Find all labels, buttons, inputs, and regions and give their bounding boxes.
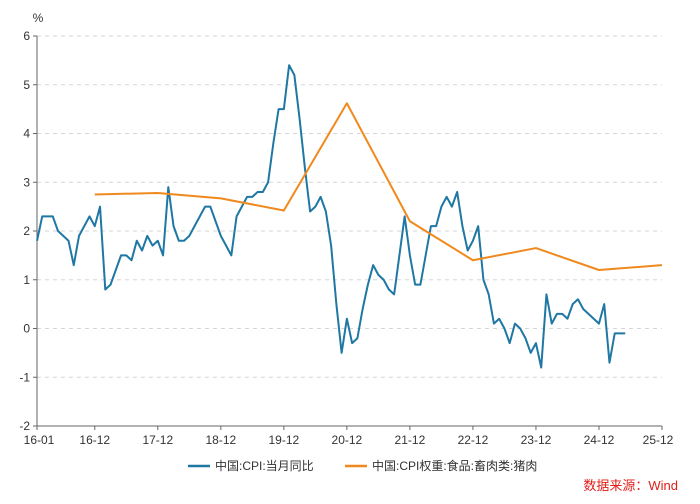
series-lines xyxy=(36,64,663,369)
x-tick-label: 21-12 xyxy=(395,433,426,447)
y-tick-label: 2 xyxy=(23,224,30,238)
legend-label: 中国:CPI:当月同比 xyxy=(215,458,314,473)
x-tick-label: 19-12 xyxy=(268,433,299,447)
y-axis-ticks: -2 -1 0 1 2 3 4 5 6 xyxy=(19,29,37,433)
series-line-1 xyxy=(36,64,626,369)
y-tick-label: 1 xyxy=(23,273,30,287)
x-tick-label: 18-12 xyxy=(205,433,236,447)
x-tick-label: 25-12 xyxy=(643,433,674,447)
x-tick-label: 16-01 xyxy=(24,433,55,447)
x-tick-label: 17-12 xyxy=(142,433,173,447)
y-tick-label: -2 xyxy=(19,419,30,433)
x-tick-label: 23-12 xyxy=(521,433,552,447)
y-tick-label: 5 xyxy=(23,78,30,92)
source-label: 数据来源：Wind xyxy=(583,478,678,493)
legend: 中国:CPI:当月同比 中国:CPI权重:食品:畜肉类:猪肉 xyxy=(188,458,537,473)
x-tick-label: 16-12 xyxy=(79,433,110,447)
series-line-2 xyxy=(94,102,663,271)
y-tick-label: 0 xyxy=(23,322,30,336)
x-tick-label: 24-12 xyxy=(584,433,615,447)
x-tick-label: 22-12 xyxy=(458,433,489,447)
y-tick-label: 6 xyxy=(23,29,30,43)
x-tick-label: 20-12 xyxy=(332,433,363,447)
y-axis-unit: % xyxy=(33,11,44,25)
x-axis-ticks: 16-01 16-12 17-12 18-12 19-12 20-12 21-12 22-12… xyxy=(24,426,674,447)
grid-lines xyxy=(37,35,662,378)
y-tick-label: 3 xyxy=(23,175,30,189)
y-tick-label: 4 xyxy=(23,127,30,141)
legend-label: 中国:CPI权重:食品:畜肉类:猪肉 xyxy=(372,458,537,473)
y-tick-label: -1 xyxy=(19,370,30,384)
